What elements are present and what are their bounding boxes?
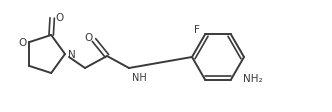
Text: NH: NH: [132, 72, 147, 82]
Text: O: O: [55, 13, 63, 23]
Text: O: O: [19, 38, 27, 48]
Text: NH₂: NH₂: [243, 73, 263, 83]
Text: F: F: [194, 25, 200, 35]
Text: O: O: [84, 33, 92, 43]
Text: N: N: [68, 50, 76, 59]
